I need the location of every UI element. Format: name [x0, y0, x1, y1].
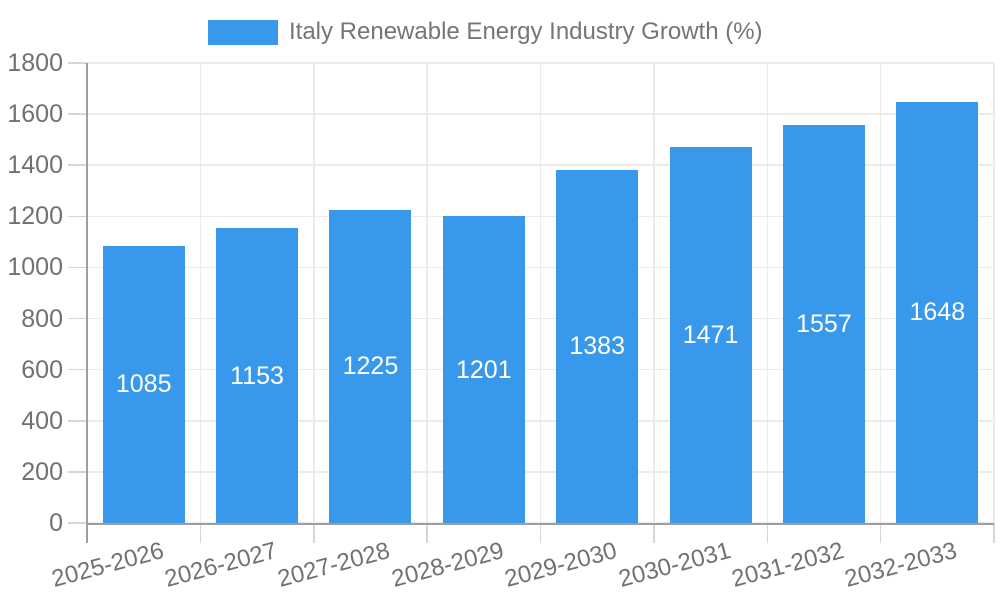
bar-value-label: 1201 — [456, 355, 512, 384]
bar-value-label: 1085 — [115, 370, 172, 399]
bar-value-label: 1153 — [230, 361, 284, 390]
legend-label: Italy Renewable Energy Industry Growth (… — [289, 18, 763, 45]
x-axis-line — [85, 522, 994, 525]
y-tick-label: 0 — [49, 509, 63, 537]
y-tick — [68, 215, 87, 218]
y-tick — [68, 522, 87, 524]
x-gridline — [766, 63, 768, 523]
bar[interactable] — [102, 245, 185, 523]
x-gridline — [199, 63, 202, 523]
y-tick-label: 1000 — [7, 253, 63, 282]
y-tick — [68, 266, 87, 269]
chart-legend[interactable]: Italy Renewable Energy Industry Growth (… — [208, 19, 763, 45]
y-tick — [68, 62, 87, 64]
x-gridline — [313, 63, 315, 523]
bar-value-label: 1471 — [682, 321, 739, 350]
bar[interactable] — [442, 216, 525, 523]
legend-swatch-icon — [208, 19, 278, 45]
y-axis-line — [85, 63, 88, 543]
bar[interactable] — [556, 169, 639, 523]
x-tick — [879, 523, 882, 543]
y-tick-label: 1600 — [7, 100, 63, 129]
x-gridline — [653, 63, 655, 523]
y-tick — [68, 471, 87, 473]
y-tick-label: 200 — [21, 457, 63, 486]
bar-value-label: 1383 — [569, 332, 625, 361]
x-gridline — [993, 63, 995, 523]
x-gridline — [879, 63, 882, 523]
x-tick — [993, 523, 995, 543]
y-tick — [68, 368, 87, 371]
y-tick-label: 600 — [21, 355, 63, 384]
bar-value-label: 1225 — [342, 352, 399, 381]
y-tick-label: 1400 — [7, 151, 63, 180]
bar[interactable] — [669, 147, 752, 523]
bar-value-label: 1557 — [796, 310, 852, 339]
y-tick — [68, 317, 87, 320]
x-gridline — [539, 63, 542, 523]
y-tick — [68, 420, 87, 422]
y-tick-label: 400 — [21, 406, 63, 435]
y-tick-label: 800 — [21, 304, 63, 333]
x-gridline — [426, 63, 428, 523]
bar-value-label: 1648 — [909, 298, 966, 327]
bar[interactable] — [329, 209, 412, 523]
bar[interactable] — [896, 101, 979, 523]
x-tick — [199, 523, 202, 543]
y-tick — [68, 164, 87, 166]
x-tick — [313, 523, 315, 543]
y-tick — [68, 113, 87, 115]
bar[interactable] — [782, 125, 865, 523]
y-tick-label: 1200 — [7, 202, 63, 231]
x-tick — [426, 523, 428, 543]
bar[interactable] — [216, 228, 299, 523]
x-tick — [766, 523, 768, 543]
y-tick-label: 1800 — [7, 49, 63, 77]
x-tick — [539, 523, 542, 543]
x-tick — [653, 523, 655, 543]
